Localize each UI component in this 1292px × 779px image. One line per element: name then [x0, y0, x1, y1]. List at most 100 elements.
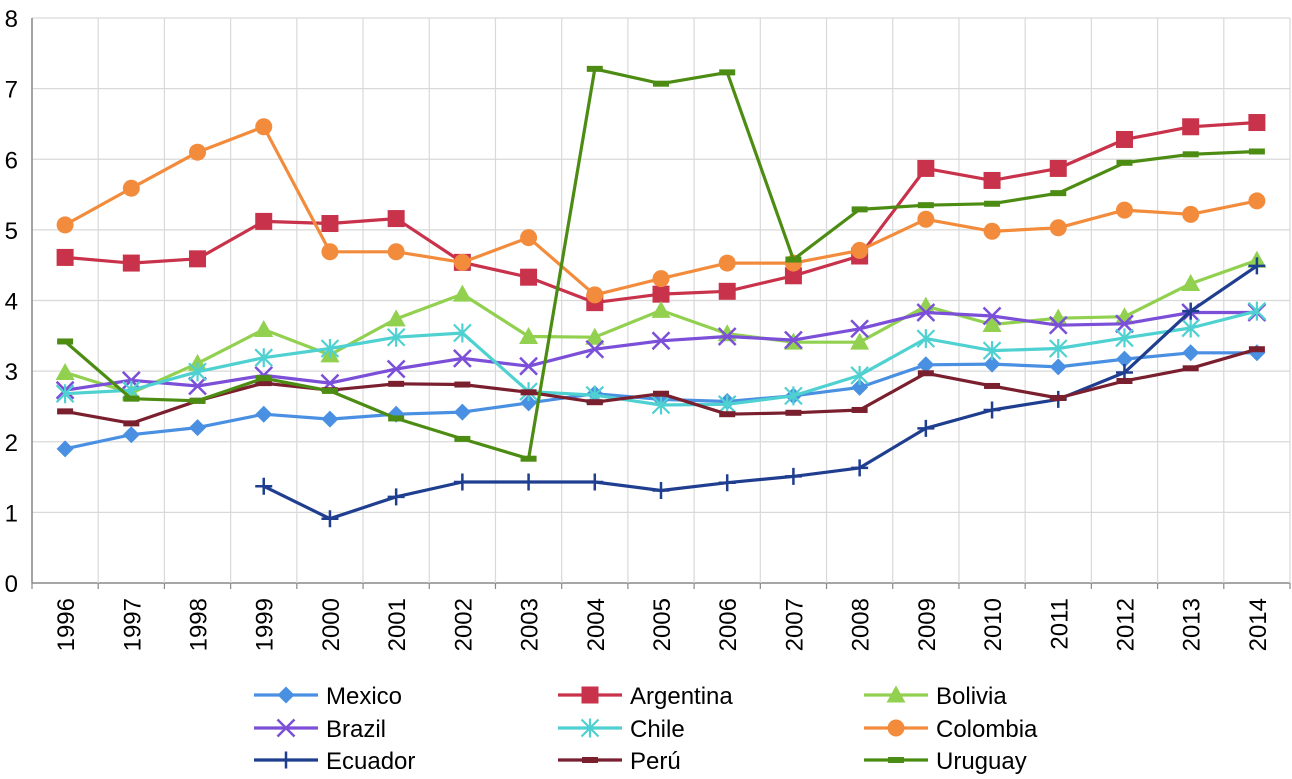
series-uruguay	[57, 65, 1265, 462]
data-point	[388, 380, 405, 387]
x-tick-label: 2010	[980, 598, 1007, 651]
series-line	[64, 125, 1258, 297]
data-point	[321, 215, 339, 233]
data-point	[984, 200, 1001, 207]
data-point	[57, 338, 74, 345]
data-point	[453, 473, 471, 491]
legend-label: Mexico	[326, 683, 402, 710]
data-point	[917, 202, 934, 209]
data-point	[586, 399, 603, 406]
x-tick-label: 1997	[119, 598, 146, 651]
data-point	[321, 387, 338, 394]
data-point	[851, 206, 868, 213]
data-point	[1050, 394, 1067, 401]
data-point	[651, 331, 671, 351]
series-chile	[55, 301, 1267, 415]
data-point	[520, 394, 538, 412]
data-point	[277, 751, 295, 769]
data-point	[784, 267, 802, 285]
data-point	[320, 339, 340, 359]
data-point	[917, 370, 934, 377]
data-point	[651, 395, 671, 415]
data-point	[1248, 346, 1265, 353]
x-tick-label: 2009	[914, 598, 941, 651]
legend-item: Chile	[558, 716, 685, 743]
data-point	[386, 309, 406, 327]
x-axis-ticks: 1996 1997 1998 1999 2000 2001 2002 2003 2004 2005…	[53, 598, 1272, 651]
y-tick-label: 4	[5, 289, 18, 316]
data-point	[851, 459, 869, 477]
data-point	[1182, 118, 1200, 136]
data-point	[56, 248, 74, 266]
data-point	[189, 397, 206, 404]
data-point	[1181, 274, 1201, 292]
data-point	[1182, 344, 1200, 362]
y-tick-label: 6	[5, 147, 18, 174]
data-point	[387, 488, 405, 506]
data-point	[1248, 257, 1266, 275]
data-point	[917, 210, 935, 228]
data-point	[1182, 302, 1200, 320]
data-point	[188, 362, 207, 382]
data-point	[888, 757, 904, 763]
data-point	[1182, 365, 1199, 372]
data-point	[1182, 205, 1200, 223]
data-point	[276, 718, 296, 738]
data-point	[652, 270, 670, 288]
data-point	[982, 315, 1002, 333]
data-point	[254, 348, 274, 368]
data-point	[255, 212, 273, 230]
data-point	[255, 375, 272, 382]
data-point	[56, 216, 74, 234]
x-tick-label: 2013	[1179, 598, 1206, 651]
data-point	[887, 719, 905, 737]
data-point	[123, 420, 140, 427]
series-line	[262, 264, 1258, 521]
data-point	[188, 376, 207, 396]
data-point	[718, 254, 736, 272]
data-point	[719, 69, 736, 76]
data-point	[122, 254, 140, 272]
data-point	[586, 65, 603, 72]
data-point	[917, 356, 935, 374]
data-point	[586, 286, 604, 304]
x-tick-label: 1996	[53, 598, 80, 651]
data-point	[1050, 190, 1067, 197]
data-point	[387, 210, 405, 228]
data-point	[851, 406, 868, 413]
data-point	[785, 409, 802, 416]
data-point	[580, 718, 600, 738]
data-point	[719, 411, 736, 418]
y-tick-label: 7	[5, 77, 18, 104]
data-point	[1115, 314, 1134, 334]
x-tick-label: 2011	[1046, 598, 1073, 650]
data-point	[785, 256, 802, 263]
data-point	[1181, 318, 1200, 338]
series-line	[64, 310, 1257, 392]
data-point	[1049, 159, 1067, 177]
y-axis-ticks: 0 1 2 3 4 5 6 7 8	[5, 6, 18, 598]
x-tick-label: 2002	[450, 598, 477, 651]
data-point	[520, 473, 538, 491]
legend-item: Mexico	[254, 683, 402, 710]
data-point	[581, 686, 599, 704]
data-point	[388, 415, 405, 422]
data-point	[387, 243, 405, 261]
data-point	[718, 474, 736, 492]
legend-label: Argentina	[630, 683, 733, 710]
grid-lines	[31, 17, 1291, 589]
data-point	[851, 378, 869, 396]
y-tick-label: 8	[5, 6, 18, 33]
data-point	[653, 80, 669, 87]
data-point	[916, 329, 936, 349]
data-point	[850, 319, 870, 339]
data-point	[1048, 339, 1068, 359]
data-point	[1248, 192, 1266, 210]
data-point	[718, 282, 736, 300]
data-point	[55, 363, 75, 381]
data-point	[254, 319, 274, 337]
data-point	[453, 253, 471, 271]
series-group	[55, 65, 1267, 528]
data-point	[784, 386, 803, 406]
